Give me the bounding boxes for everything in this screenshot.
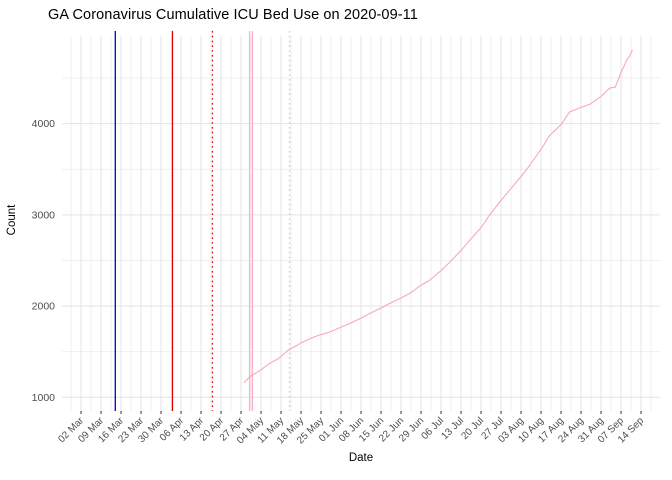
series-line-cumulative-icu: [243, 49, 633, 384]
y-tick-label: 2000: [32, 301, 56, 313]
y-tick-label: 4000: [32, 118, 56, 130]
x-axis-title: Date: [348, 452, 374, 464]
y-tick-label: 1000: [32, 392, 56, 404]
chart-title: GA Coronavirus Cumulative ICU Bed Use on…: [48, 7, 418, 23]
y-tick-label: 3000: [32, 209, 56, 221]
